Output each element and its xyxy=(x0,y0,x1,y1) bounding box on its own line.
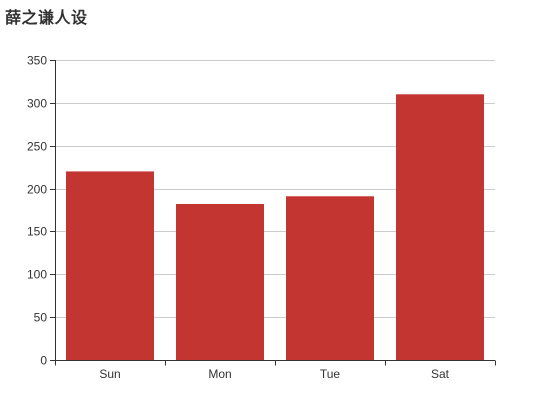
x-axis: Sun Mon Tue Sat xyxy=(55,360,496,381)
chart-title: 薛之谦人设 xyxy=(5,8,88,27)
y-tick-label: 250 xyxy=(27,140,47,154)
y-axis: 0 50 100 150 200 250 300 350 xyxy=(27,54,56,368)
bar-mon xyxy=(176,204,264,360)
x-tick-label: Sat xyxy=(431,367,450,381)
y-tick-label: 100 xyxy=(27,268,47,282)
y-tick-label: 0 xyxy=(40,354,47,368)
bar-sat xyxy=(396,94,484,361)
x-tick-label: Sun xyxy=(99,367,120,381)
x-tick-label: Mon xyxy=(208,367,231,381)
y-tick-label: 350 xyxy=(27,54,47,68)
bar-sun xyxy=(66,171,154,360)
bar-tue xyxy=(286,196,374,360)
x-tick-label: Tue xyxy=(320,367,341,381)
y-tick-label: 300 xyxy=(27,97,47,111)
y-tick-label: 150 xyxy=(27,225,47,239)
y-tick-label: 200 xyxy=(27,183,47,197)
bars xyxy=(66,94,484,361)
y-tick-label: 50 xyxy=(34,311,48,325)
